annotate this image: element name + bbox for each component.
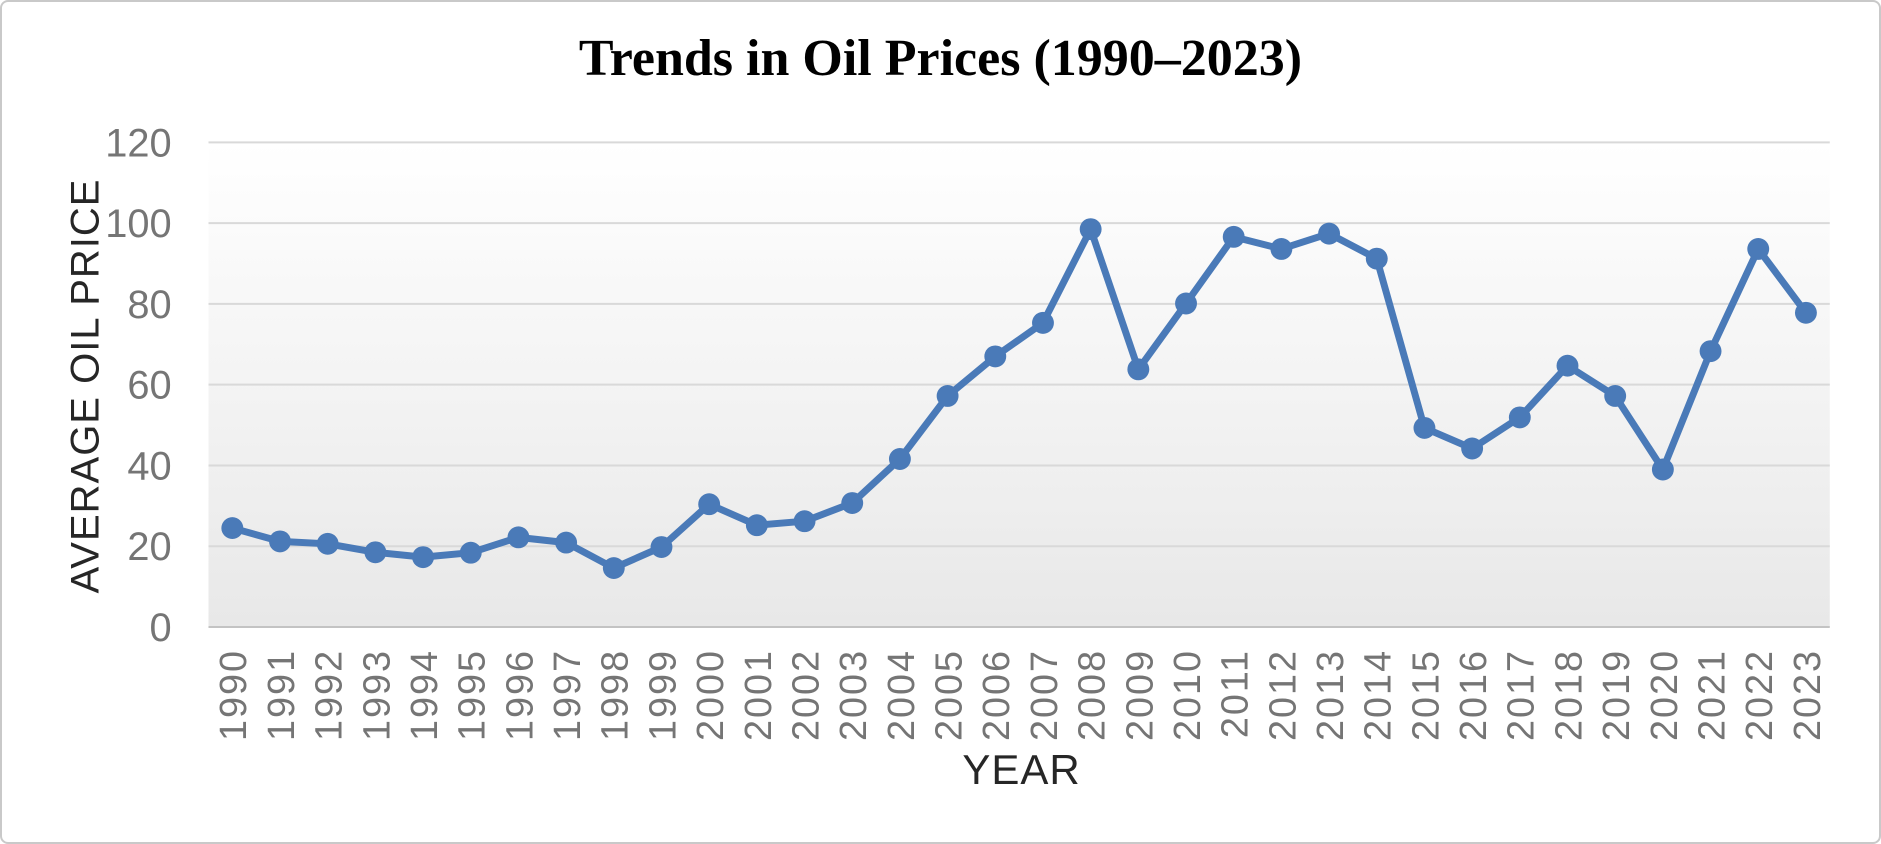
data-point-1990 (221, 517, 244, 540)
x-tick-label-2006: 2006 (976, 649, 1018, 741)
x-tick-label-2017: 2017 (1501, 649, 1543, 741)
x-tick-label-2004: 2004 (881, 649, 923, 741)
x-tick-label-1992: 1992 (309, 649, 351, 741)
data-point-2011 (1222, 225, 1245, 248)
data-point-2015 (1413, 416, 1436, 439)
x-tick-label-2018: 2018 (1548, 649, 1590, 741)
data-point-1994 (412, 546, 435, 569)
data-point-2017 (1508, 406, 1531, 429)
y-tick-label-60: 60 (127, 364, 171, 408)
x-tick-label-1998: 1998 (595, 649, 637, 741)
y-tick-label-100: 100 (105, 202, 171, 246)
data-point-2010 (1175, 292, 1197, 315)
data-point-1995 (459, 541, 482, 564)
data-point-2000 (698, 493, 721, 516)
chart-title: Trends in Oil Prices (1990–2023) (578, 30, 1303, 87)
data-point-1993 (364, 541, 387, 564)
data-point-2007 (1032, 311, 1054, 334)
y-tick-label-120: 120 (105, 121, 171, 165)
x-tick-label-2008: 2008 (1072, 649, 1114, 741)
x-tick-label-1990: 1990 (213, 649, 255, 741)
data-point-2014 (1365, 247, 1388, 270)
y-tick-label-40: 40 (127, 444, 171, 488)
data-point-1997 (555, 531, 578, 554)
x-tick-label-2003: 2003 (833, 649, 875, 741)
x-tick-label-1996: 1996 (499, 649, 541, 741)
x-tick-label-2005: 2005 (929, 649, 971, 741)
data-point-2002 (793, 510, 816, 533)
data-point-1992 (316, 532, 339, 555)
data-point-2023 (1794, 301, 1817, 324)
data-point-2004 (888, 448, 911, 470)
x-tick-label-2021: 2021 (1691, 649, 1733, 741)
x-tick-label-2001: 2001 (738, 649, 780, 741)
x-tick-label-2019: 2019 (1596, 649, 1638, 741)
data-point-2019 (1604, 385, 1627, 407)
x-tick-label-1995: 1995 (452, 649, 494, 741)
x-tick-label-2012: 2012 (1262, 649, 1304, 741)
data-point-2009 (1127, 358, 1150, 381)
price-line (228, 225, 1810, 572)
data-point-2003 (841, 492, 864, 514)
data-point-2013 (1318, 222, 1341, 245)
x-tick-label-2014: 2014 (1358, 649, 1400, 741)
data-point-2008 (1079, 218, 1102, 241)
data-point-2001 (745, 514, 768, 537)
x-tick-label-2002: 2002 (785, 649, 827, 741)
x-tick-label-2007: 2007 (1024, 649, 1066, 741)
x-tick-label-2009: 2009 (1119, 649, 1161, 741)
x-tick-label-2022: 2022 (1739, 649, 1781, 741)
data-point-2018 (1556, 354, 1579, 377)
y-tick-label-0: 0 (150, 606, 172, 650)
data-point-1991 (269, 530, 291, 553)
data-point-2022 (1747, 238, 1770, 260)
x-tick-label-2010: 2010 (1167, 649, 1209, 741)
data-point-2016 (1461, 437, 1484, 460)
x-tick-label-2011: 2011 (1215, 649, 1257, 738)
data-point-2020 (1651, 458, 1674, 481)
y-tick-label-80: 80 (127, 283, 171, 327)
data-point-2021 (1699, 340, 1722, 363)
data-point-2012 (1270, 238, 1293, 260)
data-point-1999 (650, 536, 673, 558)
x-tick-label-1991: 1991 (261, 649, 303, 741)
x-tick-label-1997: 1997 (547, 649, 589, 741)
x-tick-label-2000: 2000 (690, 649, 732, 741)
x-tick-label-2015: 2015 (1405, 649, 1447, 741)
data-point-2005 (936, 385, 959, 407)
y-tick-label-20: 20 (127, 525, 171, 569)
x-tick-label-2016: 2016 (1453, 649, 1495, 741)
data-point-2006 (984, 345, 1007, 368)
data-point-1998 (602, 557, 625, 580)
x-tick-label-2013: 2013 (1310, 649, 1352, 741)
x-tick-label-1994: 1994 (404, 649, 446, 741)
x-tick-label-2023: 2023 (1787, 649, 1829, 741)
x-tick-label-2020: 2020 (1644, 649, 1686, 741)
x-tick-label-1999: 1999 (642, 649, 684, 741)
x-axis-title: YEAR (962, 746, 1081, 793)
data-point-1996 (507, 526, 530, 549)
x-tick-label-1993: 1993 (356, 649, 398, 741)
